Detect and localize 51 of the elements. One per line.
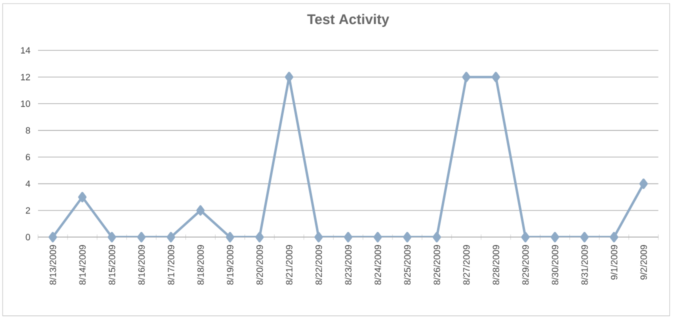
y-tick-label: 2 — [26, 207, 30, 214]
point — [344, 232, 352, 242]
x-tick-label: 8/21/2009 — [286, 245, 292, 285]
x-tick-label: 8/16/2009 — [138, 245, 145, 285]
x-tick-label: 8/19/2009 — [226, 245, 234, 285]
point — [166, 232, 176, 242]
x-tick-label: 8/30/2009 — [552, 245, 558, 285]
point — [226, 232, 234, 242]
x-tick-label: 8/27/2009 — [463, 245, 470, 285]
y-tick-label: 0 — [26, 234, 30, 240]
point — [580, 232, 589, 242]
y-tick-label: 12 — [21, 74, 30, 80]
point — [374, 232, 382, 242]
x-tick-label: 8/31/2009 — [581, 245, 588, 285]
x-tick-label: 8/13/2009 — [49, 245, 56, 285]
x-tick-label: 9/1/2009 — [610, 245, 618, 280]
point — [462, 72, 471, 82]
x-tick-label: 9/2/2009 — [640, 245, 647, 280]
x-tick-label: 8/17/2009 — [168, 245, 174, 285]
point — [610, 232, 618, 242]
y-tick-label: 14 — [21, 47, 30, 54]
y-tick-label: 8 — [26, 127, 30, 134]
point — [284, 72, 294, 82]
point — [137, 232, 146, 242]
chart-title: Test Activity — [307, 14, 390, 27]
point — [492, 72, 500, 82]
point — [255, 232, 264, 242]
y-tick-label: 10 — [21, 100, 30, 107]
x-tick-label: 8/26/2009 — [433, 245, 440, 285]
point — [521, 232, 530, 242]
x-tick-label: 8/25/2009 — [404, 245, 411, 285]
x-tick-label: 8/18/2009 — [197, 245, 204, 285]
x-tick-label: 8/14/2009 — [79, 245, 86, 285]
y-tick-label: 6 — [26, 154, 30, 160]
point — [314, 232, 323, 242]
y-tick-label: 4 — [26, 180, 30, 187]
point — [403, 232, 412, 242]
x-tick-label: 8/22/2009 — [315, 245, 322, 285]
point — [108, 232, 116, 242]
point — [550, 232, 560, 242]
point — [639, 178, 648, 189]
x-tick-label: 8/20/2009 — [256, 245, 263, 285]
point — [48, 232, 57, 242]
x-tick-label: 8/15/2009 — [108, 245, 116, 285]
x-tick-label: 8/23/2009 — [344, 245, 352, 285]
x-tick-label: 8/28/2009 — [492, 245, 500, 285]
x-tick-label: 8/29/2009 — [522, 245, 529, 285]
x-tick-label: 8/24/2009 — [374, 245, 382, 285]
point — [78, 192, 87, 202]
point — [432, 232, 441, 242]
point — [196, 205, 205, 216]
